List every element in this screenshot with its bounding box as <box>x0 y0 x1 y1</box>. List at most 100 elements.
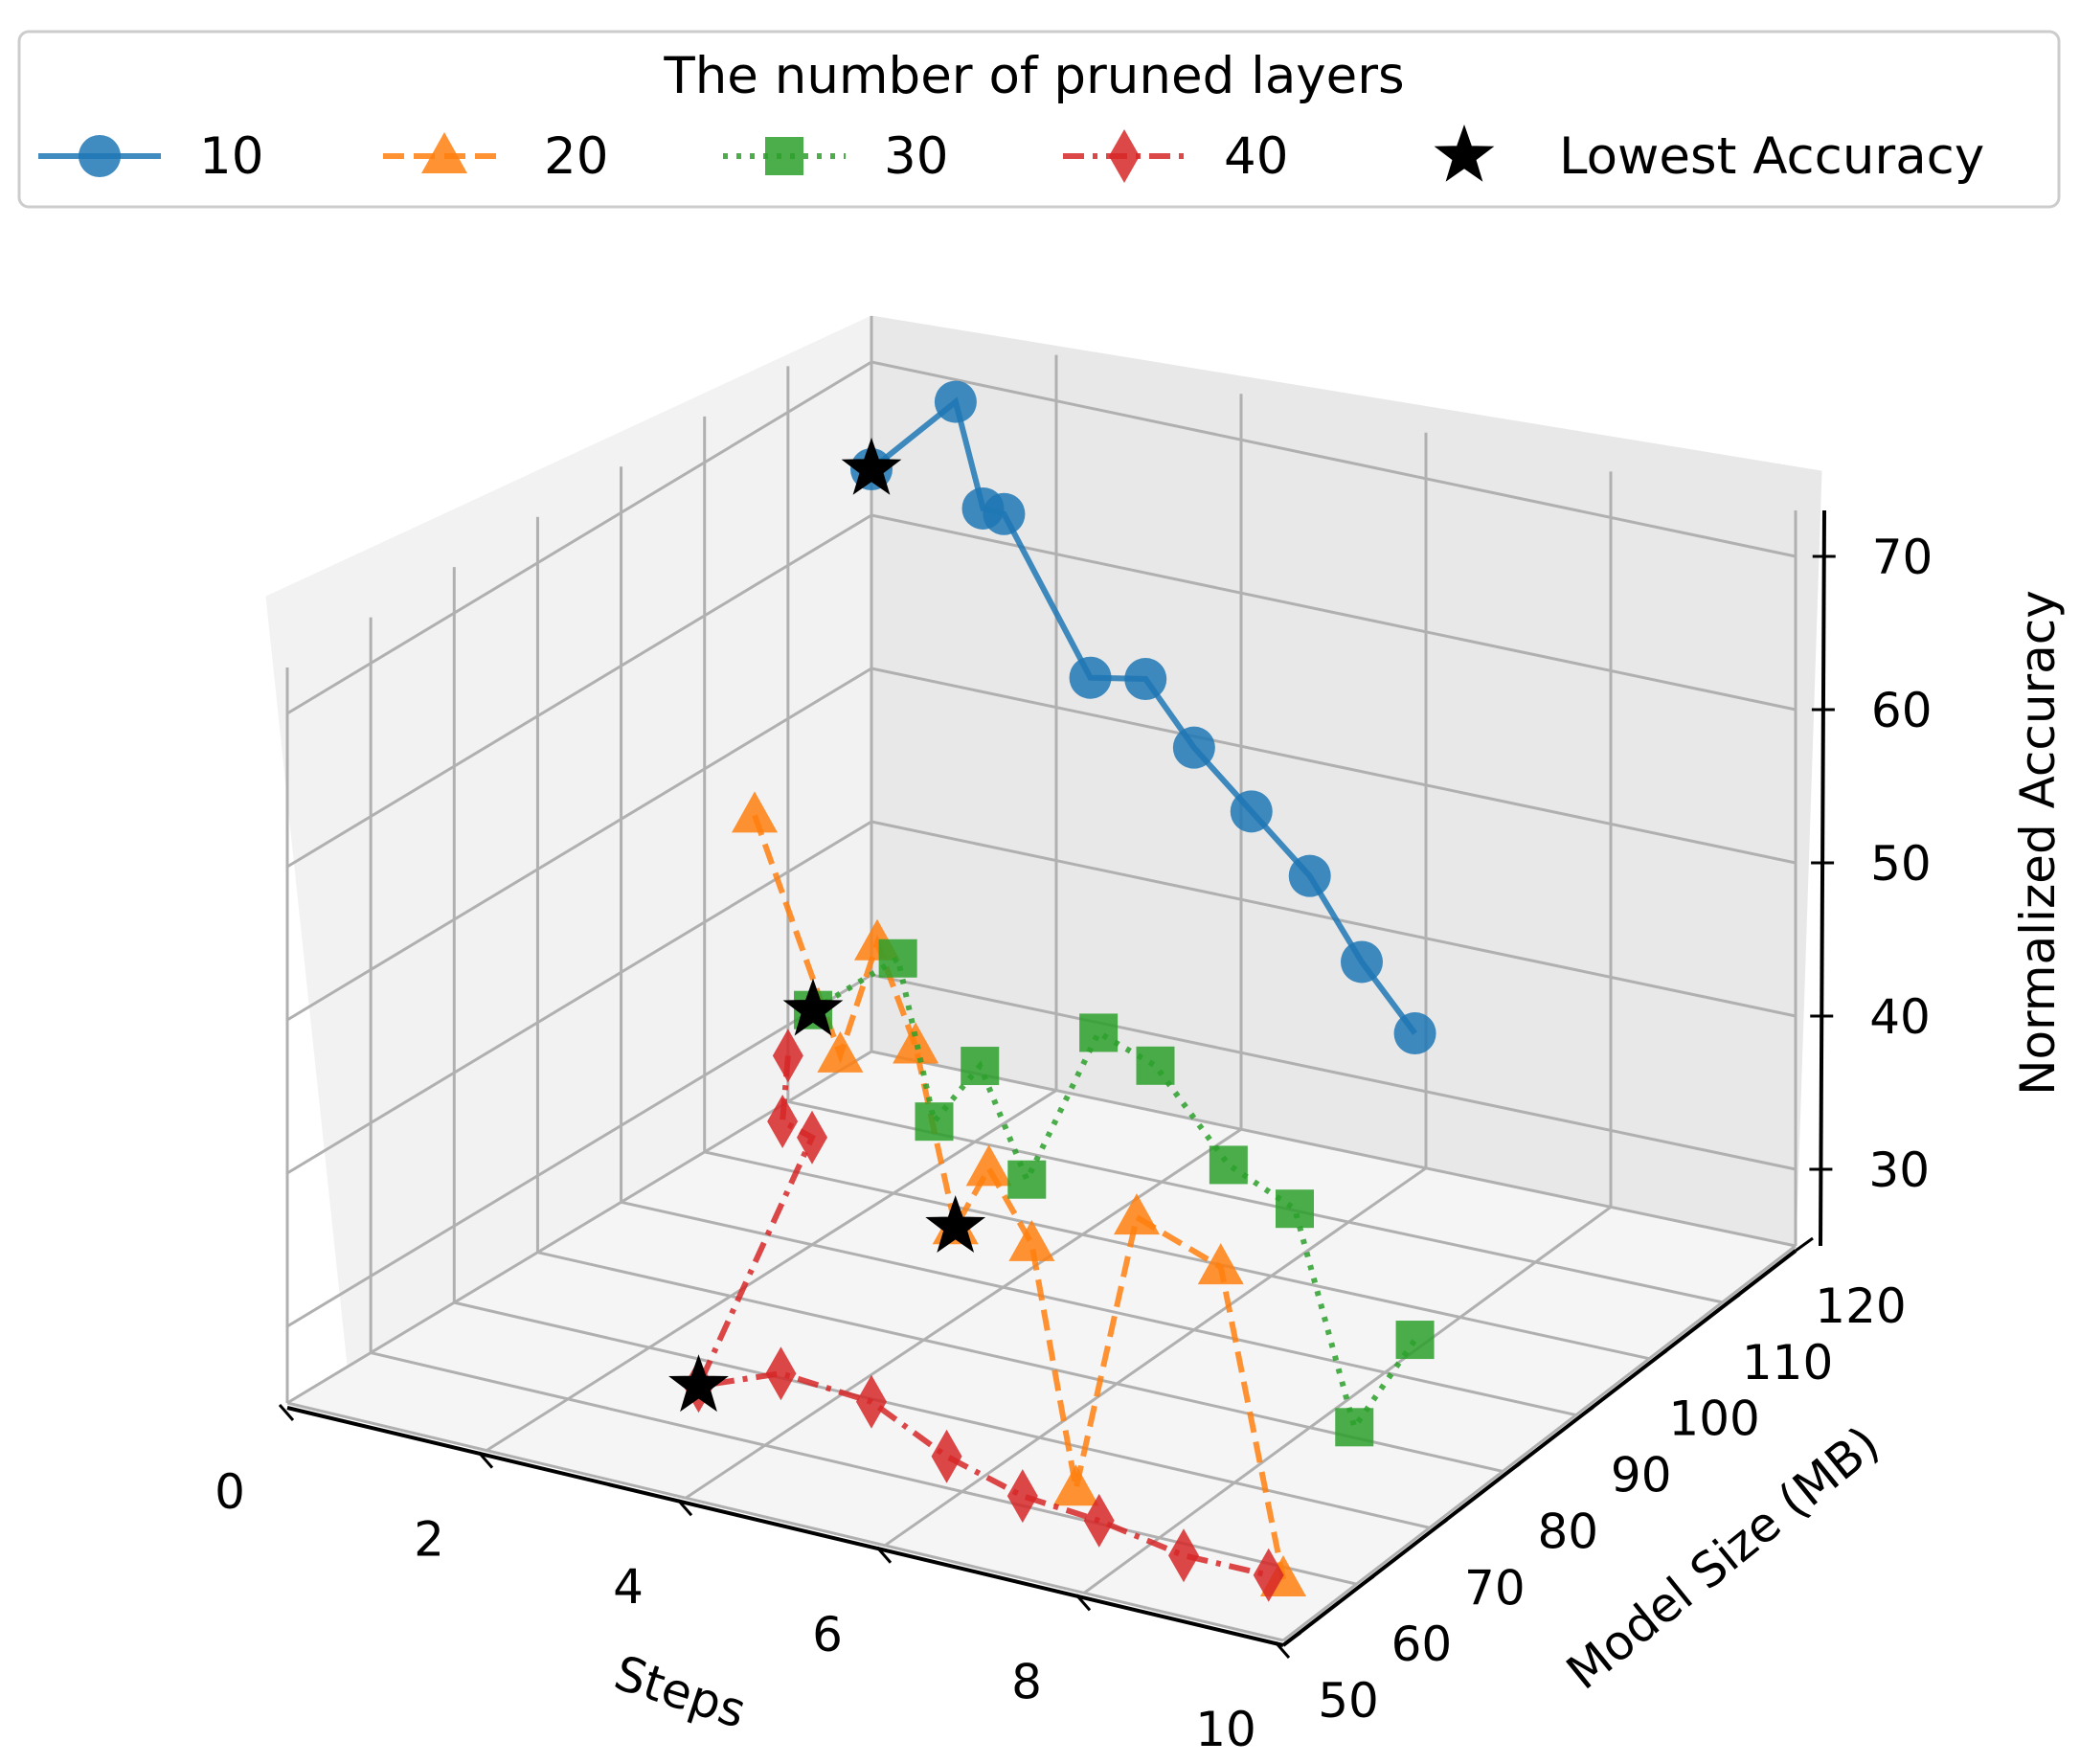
data-point-30 <box>1007 1160 1047 1199</box>
left-grid-z <box>286 513 872 869</box>
legend: The number of pruned layers 10 20 30 40 Lowe… <box>17 30 2061 209</box>
data-point-20 <box>1008 1219 1055 1261</box>
z-tick-label: 50 <box>1870 836 1932 892</box>
y-tick-mark <box>1282 1631 1301 1647</box>
y-tick-mark <box>1574 1406 1594 1421</box>
left-grid-z <box>286 360 872 715</box>
series-line-20 <box>752 814 1286 1580</box>
x-tick-label: 2 <box>414 1512 444 1568</box>
data-point-30 <box>961 1047 1000 1086</box>
data-point-30 <box>1209 1145 1248 1185</box>
x-tick-mark <box>477 1451 494 1469</box>
floor-grid-y <box>286 1401 1284 1642</box>
lowest-accuracy-star <box>668 1354 729 1413</box>
legend-marker-10 <box>79 135 121 177</box>
data-point-10 <box>934 380 977 423</box>
x-tick-mark <box>875 1546 893 1564</box>
data-point-40 <box>1168 1528 1199 1583</box>
data-point-30 <box>1395 1321 1435 1360</box>
lowest-accuracy-star <box>925 1195 986 1253</box>
axes <box>278 509 1836 1659</box>
data-point-40 <box>1083 1493 1115 1548</box>
floor-grid-x <box>486 1089 1057 1452</box>
series-10 <box>841 380 1436 1055</box>
left-grid-z <box>286 973 872 1328</box>
floor-grid-x <box>884 1166 1427 1548</box>
x-tick-mark <box>676 1499 693 1517</box>
y-tick-mark <box>1795 1236 1814 1253</box>
floor-grid-y <box>621 1200 1577 1417</box>
back-grid-z <box>870 360 1797 558</box>
data-point-10 <box>1069 656 1112 699</box>
data-point-10 <box>1393 1012 1436 1055</box>
data-point-40 <box>1006 1469 1038 1524</box>
x-axis-label: Steps <box>608 1645 753 1739</box>
back-grid-z <box>870 973 1797 1171</box>
y-tick-label: 70 <box>1464 1560 1526 1616</box>
back-grid-z <box>870 667 1797 865</box>
data-point-10 <box>1341 940 1383 984</box>
legend-label-40: 40 <box>1224 127 1288 186</box>
data-point-30 <box>1136 1046 1175 1085</box>
data-point-10 <box>1124 658 1167 701</box>
data-point-30 <box>1079 1013 1119 1052</box>
y-tick-label: 50 <box>1318 1673 1379 1729</box>
left-grid-z <box>286 667 872 1022</box>
legend-entries: 10 20 30 40 Lowest Accuracy <box>38 124 1984 186</box>
floor-grid-x <box>1282 1244 1797 1642</box>
data-point-40 <box>797 1110 827 1165</box>
data-point-10 <box>983 492 1026 535</box>
left-grid-z <box>286 820 872 1175</box>
series-30 <box>782 939 1435 1447</box>
x-tick-label: 6 <box>812 1607 843 1662</box>
data-point-20 <box>732 791 778 833</box>
data-point-40 <box>931 1429 962 1483</box>
series-40 <box>668 1029 1284 1602</box>
data-point-40 <box>1253 1548 1284 1602</box>
legend-marker-30 <box>765 137 803 175</box>
data-point-10 <box>1172 726 1215 769</box>
z-tick-label: 40 <box>1869 989 1931 1045</box>
y-axis-label: Model Size (MB) <box>1556 1415 1889 1700</box>
data-point-40 <box>855 1374 887 1429</box>
legend-entry-40: 40 <box>1063 127 1288 186</box>
x-tick-label: 0 <box>215 1464 245 1520</box>
z-axis-label: Normalized Accuracy <box>2010 590 2066 1096</box>
series-line-30 <box>811 954 1418 1435</box>
data-point-20 <box>817 1030 864 1073</box>
x-axis-line <box>286 1406 1284 1647</box>
y-tick-mark <box>1355 1574 1375 1591</box>
y-tick-mark <box>1502 1462 1522 1478</box>
legend-entry-10: 10 <box>38 127 263 186</box>
lowest-accuracy-star <box>841 437 902 495</box>
legend-marker-20 <box>421 132 467 173</box>
legend-entry-30: 30 <box>723 127 948 186</box>
data-point-30 <box>1335 1408 1374 1447</box>
y-tick-mark <box>1721 1293 1741 1309</box>
legend-label-30: 30 <box>884 127 948 186</box>
floor-grid-x <box>685 1127 1242 1500</box>
x-tick-mark <box>1274 1641 1291 1659</box>
data-point-20 <box>1197 1243 1244 1285</box>
y-tick-label: 60 <box>1391 1617 1453 1672</box>
data-point-30 <box>1276 1189 1314 1229</box>
legend-label-lowest-accuracy: Lowest Accuracy <box>1559 127 1984 186</box>
y-tick-label: 100 <box>1668 1391 1759 1447</box>
x-tick-mark <box>278 1404 295 1421</box>
series-layer <box>668 380 1436 1602</box>
y-tick-label: 90 <box>1611 1448 1672 1504</box>
data-point-20 <box>1052 1464 1099 1506</box>
y-tick-label: 80 <box>1537 1504 1598 1559</box>
floor-grid-x <box>1083 1206 1612 1594</box>
z-tick-label: 30 <box>1868 1142 1930 1198</box>
data-point-20 <box>1114 1193 1160 1235</box>
legend-box <box>17 30 2061 209</box>
x-tick-mark <box>1074 1594 1092 1612</box>
legend-marker-star <box>1434 124 1495 182</box>
z-tick-label: 70 <box>1872 530 1933 585</box>
x-tick-label: 10 <box>1195 1702 1256 1757</box>
data-point-20 <box>965 1144 1012 1187</box>
lowest-accuracy-star <box>782 978 844 1036</box>
